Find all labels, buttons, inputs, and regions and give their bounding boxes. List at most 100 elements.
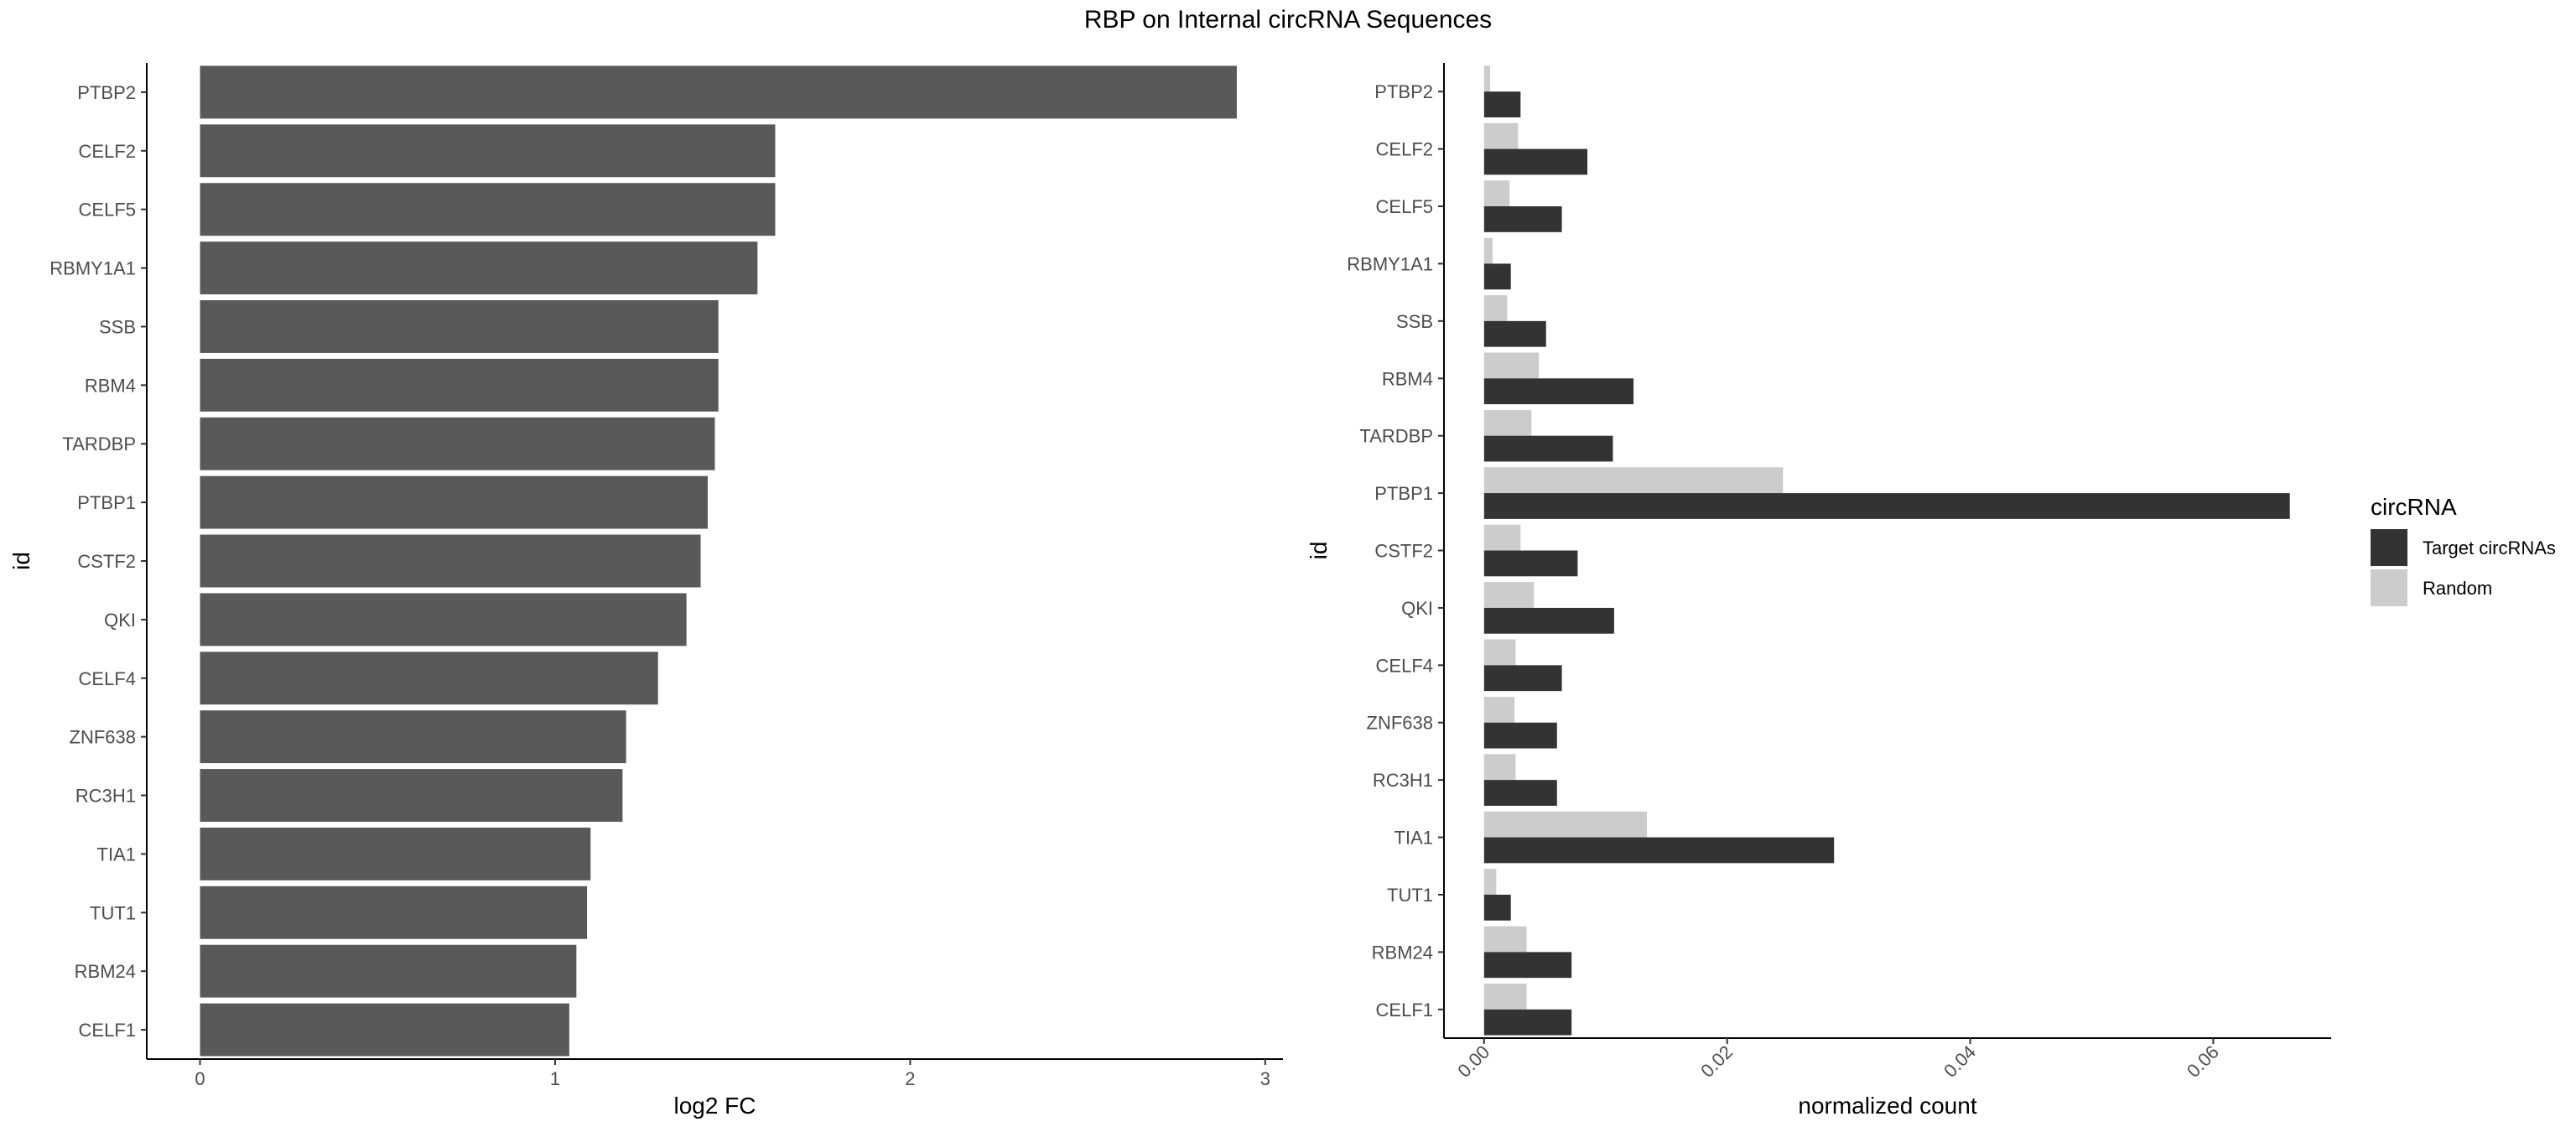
- bar-target-tut1: [1483, 894, 1511, 921]
- x-tick-label: 1: [550, 1068, 560, 1089]
- bar-target-ssb: [1483, 320, 1546, 347]
- bar-target-celf2: [1483, 148, 1588, 175]
- x-tick-label: 3: [1260, 1068, 1270, 1089]
- y-tick-label-tia1: TIA1: [97, 844, 136, 865]
- y-tick-label-rbm4: RBM4: [1382, 368, 1433, 389]
- bar-random-ptbp2: [1483, 65, 1491, 92]
- x-axis-title: log2 FC: [673, 1093, 756, 1119]
- bar-celf5: [200, 183, 776, 236]
- bar-rbm4: [200, 358, 719, 412]
- bar-random-ssb: [1483, 295, 1508, 321]
- y-axis-title: id: [8, 552, 34, 570]
- bar-target-rbmy1a1: [1483, 263, 1511, 290]
- y-tick-label-ptbp1: PTBP1: [77, 492, 136, 513]
- bar-random-celf5: [1483, 180, 1510, 207]
- y-tick-label-ssb: SSB: [99, 316, 136, 337]
- bar-rc3h1: [200, 769, 623, 822]
- y-tick-label-rc3h1: RC3H1: [1373, 770, 1433, 791]
- bar-target-ptbp1: [1483, 493, 2290, 519]
- y-tick-label-ssb: SSB: [1396, 311, 1433, 332]
- legend-label-target-circrnas: Target circRNAs: [2423, 538, 2556, 558]
- bar-target-rbm4: [1483, 378, 1634, 405]
- bar-random-tardbp: [1483, 409, 1532, 436]
- legend-swatch-target-circrnas: [2371, 529, 2407, 566]
- bar-target-celf4: [1483, 665, 1562, 692]
- y-tick-label-celf5: CELF5: [79, 200, 136, 221]
- bar-random-celf4: [1483, 639, 1516, 666]
- y-tick-label-znf638: ZNF638: [1367, 713, 1433, 734]
- y-tick-label-celf2: CELF2: [79, 141, 136, 162]
- y-tick-label-tut1: TUT1: [90, 902, 136, 923]
- y-tick-label-celf1: CELF1: [79, 1020, 136, 1041]
- x-tick-label: 0.02: [1696, 1041, 1737, 1082]
- x-tick-label: 0.04: [1940, 1041, 1980, 1082]
- bar-target-ptbp2: [1483, 91, 1521, 117]
- legend-label-random: Random: [2423, 578, 2492, 599]
- y-tick-label-celf5: CELF5: [1376, 196, 1433, 217]
- y-tick-label-celf4: CELF4: [79, 668, 136, 689]
- bar-cstf2: [200, 534, 701, 588]
- bar-celf4: [200, 652, 658, 705]
- bar-target-celf5: [1483, 206, 1562, 232]
- bar-random-znf638: [1483, 696, 1515, 723]
- y-tick-label-rc3h1: RC3H1: [75, 786, 136, 807]
- y-tick-label-tut1: TUT1: [1387, 885, 1433, 906]
- bar-random-celf2: [1483, 122, 1519, 149]
- bar-random-cstf2: [1483, 524, 1521, 551]
- bar-random-rc3h1: [1483, 754, 1516, 781]
- y-tick-label-tardbp: TARDBP: [1359, 426, 1433, 447]
- y-tick-label-rbmy1a1: RBMY1A1: [1347, 253, 1433, 274]
- bar-tut1: [200, 886, 588, 939]
- bar-random-tia1: [1483, 811, 1648, 838]
- x-tick-label: 0.06: [2183, 1041, 2223, 1082]
- y-tick-label-celf4: CELF4: [1376, 655, 1433, 676]
- bar-target-tia1: [1483, 837, 1835, 864]
- y-tick-label-cstf2: CSTF2: [77, 551, 136, 572]
- y-tick-label-ptbp1: PTBP1: [1374, 483, 1433, 504]
- y-tick-label-rbm24: RBM24: [75, 961, 136, 982]
- bar-random-rbm4: [1483, 352, 1540, 379]
- bar-random-qki: [1483, 582, 1535, 608]
- bar-target-znf638: [1483, 722, 1557, 749]
- y-tick-label-qki: QKI: [104, 610, 136, 631]
- bar-ptbp2: [200, 65, 1237, 119]
- y-tick-label-tia1: TIA1: [1394, 828, 1433, 849]
- x-axis-title: normalized count: [1798, 1093, 1976, 1119]
- bar-target-rbm24: [1483, 952, 1572, 979]
- bar-random-celf1: [1483, 984, 1527, 1010]
- y-tick-label-celf2: CELF2: [1376, 139, 1433, 160]
- bar-target-cstf2: [1483, 550, 1578, 577]
- bar-tia1: [200, 827, 591, 880]
- bar-znf638: [200, 710, 626, 764]
- y-tick-label-rbm4: RBM4: [85, 375, 136, 396]
- y-tick-label-znf638: ZNF638: [70, 727, 136, 748]
- bar-rbm24: [200, 944, 577, 998]
- bar-celf2: [200, 124, 776, 178]
- bar-qki: [200, 593, 687, 647]
- x-tick-label: 0.00: [1453, 1041, 1493, 1082]
- y-tick-label-tardbp: TARDBP: [62, 434, 136, 454]
- legend-title: circRNA: [2371, 494, 2457, 520]
- legend: circRNA Target circRNAs Random: [2371, 494, 2556, 606]
- bar-random-rbm24: [1483, 926, 1527, 953]
- bar-random-rbmy1a1: [1483, 237, 1493, 264]
- y-tick-label-celf1: CELF1: [1376, 1000, 1433, 1021]
- bar-random-ptbp1: [1483, 467, 1784, 494]
- bar-target-rc3h1: [1483, 780, 1557, 806]
- normalized-count-panel: PTBP2 CELF2 CELF5 RBMY1A1 SSB RBM4 TARDBP PTBP1…: [1306, 63, 2331, 1119]
- y-tick-label-qki: QKI: [1401, 598, 1433, 619]
- chart-title: RBP on Internal circRNA Sequences: [1084, 6, 1492, 34]
- bar-rbmy1a1: [200, 242, 758, 295]
- bar-target-qki: [1483, 607, 1614, 634]
- y-tick-label-rbmy1a1: RBMY1A1: [49, 258, 136, 279]
- legend-swatch-random: [2371, 569, 2407, 606]
- x-tick-label: 2: [905, 1068, 915, 1089]
- y-tick-label-rbm24: RBM24: [1372, 942, 1433, 963]
- bar-celf1: [200, 1003, 569, 1057]
- bar-target-tardbp: [1483, 435, 1613, 462]
- bar-ssb: [200, 300, 719, 353]
- bar-random-tut1: [1483, 869, 1497, 895]
- x-tick-label: 0: [195, 1068, 205, 1089]
- bar-tardbp: [200, 417, 715, 470]
